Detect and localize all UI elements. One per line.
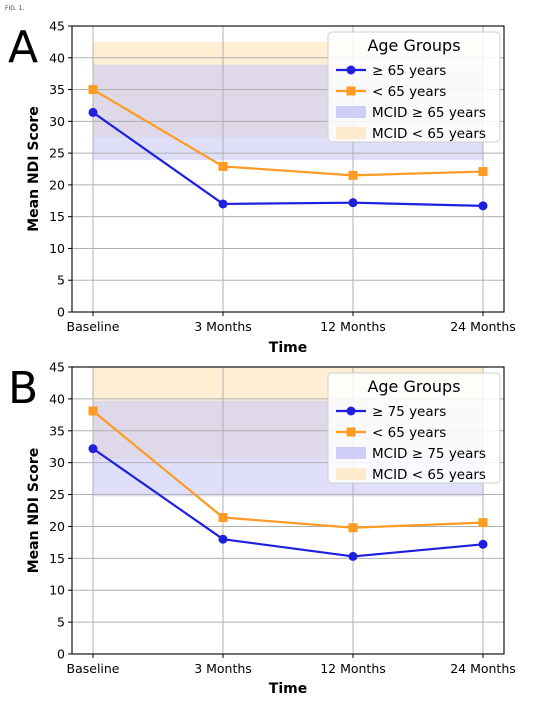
legend-label: < 65 years xyxy=(372,425,446,441)
x-axis-title: Time xyxy=(269,681,307,697)
x-tick-label: 3 Months xyxy=(194,661,252,676)
x-tick-label: 24 Months xyxy=(450,661,516,676)
series-line xyxy=(92,88,484,177)
data-point xyxy=(88,107,98,117)
panel-letter: A xyxy=(8,22,38,73)
data-point xyxy=(218,534,228,544)
y-tick-label: 15 xyxy=(49,551,65,566)
x-axis-ticks: Baseline 3 Months 12 Months 24 Months xyxy=(67,654,516,676)
legend-box xyxy=(327,372,501,484)
panel-letter: B xyxy=(8,363,38,414)
y-tick-label: 5 xyxy=(57,615,65,630)
legend-label: MCID ≥ 65 years xyxy=(372,105,486,121)
legend-marker xyxy=(346,65,356,75)
y-tick-label: 40 xyxy=(49,50,65,65)
y-tick-label: 35 xyxy=(49,82,65,97)
legend-swatch xyxy=(336,127,366,139)
y-tick-label: 10 xyxy=(49,241,65,256)
chart-panel-b: 0 5 10 15 20 25 30 35 40 45 Baseline 3 Months 12 Mon… xyxy=(8,360,516,698)
data-point xyxy=(478,518,488,528)
series-1 xyxy=(88,85,488,180)
y-axis-ticks: 0 5 10 15 20 25 30 35 40 45 xyxy=(49,360,72,662)
y-tick-label: 25 xyxy=(49,487,65,502)
y-tick-label: 25 xyxy=(49,146,65,161)
legend: Age Groups ≥ 75 years < 65 years MCID ≥ 75 … xyxy=(327,372,501,484)
x-tick-label: Baseline xyxy=(67,319,120,334)
legend-swatch xyxy=(336,468,366,480)
legend-swatch xyxy=(336,106,366,118)
data-point xyxy=(88,406,98,416)
legend-label: < 65 years xyxy=(372,84,446,100)
data-point xyxy=(478,201,488,211)
chart-panel-a: 0 5 10 15 20 25 30 35 40 45 Baseline 3 Months 12 Mon… xyxy=(8,19,516,357)
legend-label: MCID < 65 years xyxy=(372,126,486,142)
data-point xyxy=(348,170,358,180)
series-1 xyxy=(88,406,488,533)
x-tick-label: 12 Months xyxy=(320,319,386,334)
data-point xyxy=(348,551,358,561)
series-0 xyxy=(88,444,488,561)
legend-marker xyxy=(346,406,356,416)
series-0 xyxy=(88,107,488,211)
y-tick-label: 10 xyxy=(49,583,65,598)
x-tick-label: 12 Months xyxy=(320,661,386,676)
data-point xyxy=(218,161,228,171)
y-tick-label: 0 xyxy=(57,647,65,662)
y-axis-title: Mean NDI Score xyxy=(26,106,42,232)
y-tick-label: 30 xyxy=(49,114,65,129)
legend: Age Groups ≥ 65 years < 65 years MCID ≥ 65 … xyxy=(327,31,501,143)
y-tick-label: 20 xyxy=(49,177,65,192)
y-axis-title: Mean NDI Score xyxy=(26,448,42,574)
legend-label: ≥ 65 years xyxy=(372,63,446,79)
legend-box xyxy=(327,31,501,143)
x-tick-label: 24 Months xyxy=(450,319,516,334)
data-point xyxy=(88,444,98,454)
legend-label: MCID ≥ 75 years xyxy=(372,446,486,462)
x-axis-ticks: Baseline 3 Months 12 Months 24 Months xyxy=(67,312,516,334)
data-point xyxy=(218,199,228,209)
legend-title: Age Groups xyxy=(367,377,460,396)
plot-frame xyxy=(71,25,505,313)
y-tick-label: 5 xyxy=(57,273,65,288)
series-line xyxy=(92,111,484,207)
data-point xyxy=(478,167,488,177)
legend-title: Age Groups xyxy=(367,36,460,55)
series-line xyxy=(92,447,484,558)
y-tick-label: 40 xyxy=(49,391,65,406)
data-point xyxy=(478,539,488,549)
legend-label: MCID < 65 years xyxy=(372,467,486,483)
series-line xyxy=(92,410,484,529)
legend-swatch xyxy=(336,447,366,459)
plot-frame xyxy=(71,366,505,655)
data-point xyxy=(348,523,358,533)
data-point xyxy=(88,85,98,95)
data-point xyxy=(348,198,358,208)
y-tick-label: 20 xyxy=(49,519,65,534)
legend-marker xyxy=(346,427,356,437)
chart-panels: 0 5 10 15 20 25 30 35 40 45 Baseline 3 Months 12 Mon… xyxy=(8,19,516,698)
legend-label: ≥ 75 years xyxy=(372,404,446,420)
y-tick-label: 30 xyxy=(49,455,65,470)
data-point xyxy=(218,513,228,523)
figure-label: FIG. 1. xyxy=(5,5,25,12)
y-tick-label: 35 xyxy=(49,423,65,438)
x-axis-title: Time xyxy=(269,340,307,356)
y-tick-label: 0 xyxy=(57,305,65,320)
x-tick-label: Baseline xyxy=(67,661,120,676)
y-axis-ticks: 0 5 10 15 20 25 30 35 40 45 xyxy=(49,19,72,320)
x-tick-label: 3 Months xyxy=(194,319,252,334)
legend-marker xyxy=(346,86,356,96)
y-tick-label: 45 xyxy=(49,19,65,34)
y-tick-label: 15 xyxy=(49,209,65,224)
y-tick-label: 45 xyxy=(49,360,65,375)
